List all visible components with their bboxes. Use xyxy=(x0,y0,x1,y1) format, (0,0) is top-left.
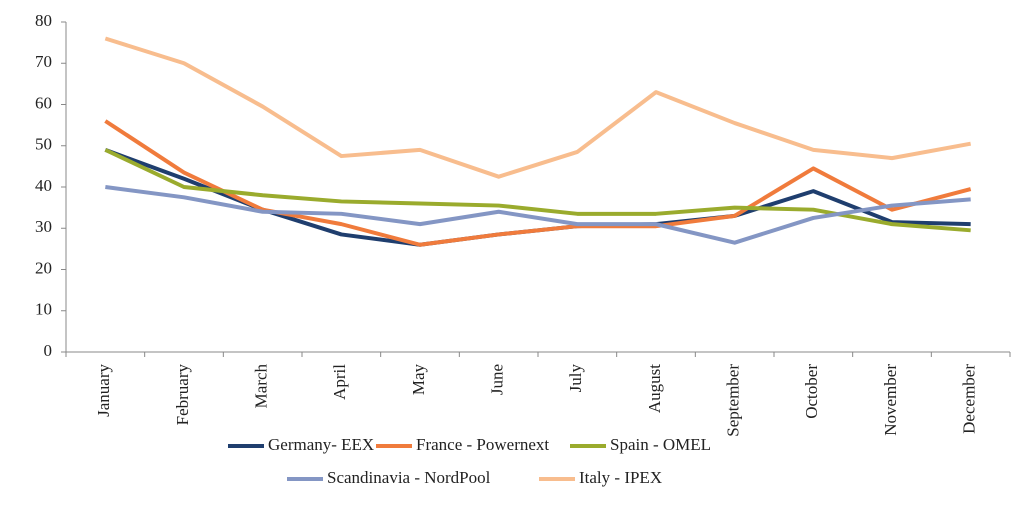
legend-label: Italy - IPEX xyxy=(579,468,662,487)
x-tick-label: March xyxy=(252,364,271,409)
x-tick-label: August xyxy=(645,364,664,413)
y-tick-label: 30 xyxy=(35,217,52,236)
y-tick-label: 50 xyxy=(35,135,52,154)
x-tick-label: April xyxy=(330,364,349,400)
y-tick-label: 10 xyxy=(35,300,52,319)
legend-label: Germany- EEX xyxy=(268,435,374,454)
series-line xyxy=(104,148,971,233)
series-line xyxy=(104,36,972,179)
x-tick-label: September xyxy=(724,364,743,437)
x-tick-label: May xyxy=(409,364,428,396)
x-tick-label: October xyxy=(802,364,821,419)
y-tick-label: 20 xyxy=(35,258,52,277)
x-tick-label: June xyxy=(488,364,507,395)
y-tick-label: 80 xyxy=(35,11,52,30)
x-tick-label: November xyxy=(881,364,900,436)
x-tick-label: December xyxy=(960,364,979,434)
series-line xyxy=(104,119,972,247)
y-tick-label: 60 xyxy=(35,93,52,112)
legend-label: Scandinavia - NordPool xyxy=(327,468,491,487)
legend-label: Spain - OMEL xyxy=(610,435,711,454)
y-tick-label: 70 xyxy=(35,52,52,71)
y-tick-label: 40 xyxy=(35,176,52,195)
legend-label: France - Powernext xyxy=(416,435,549,454)
series-line xyxy=(105,185,971,245)
x-tick-label: January xyxy=(94,364,113,417)
x-tick-label: July xyxy=(566,364,585,393)
x-tick-label: February xyxy=(173,364,192,426)
y-tick-label: 0 xyxy=(44,341,53,360)
